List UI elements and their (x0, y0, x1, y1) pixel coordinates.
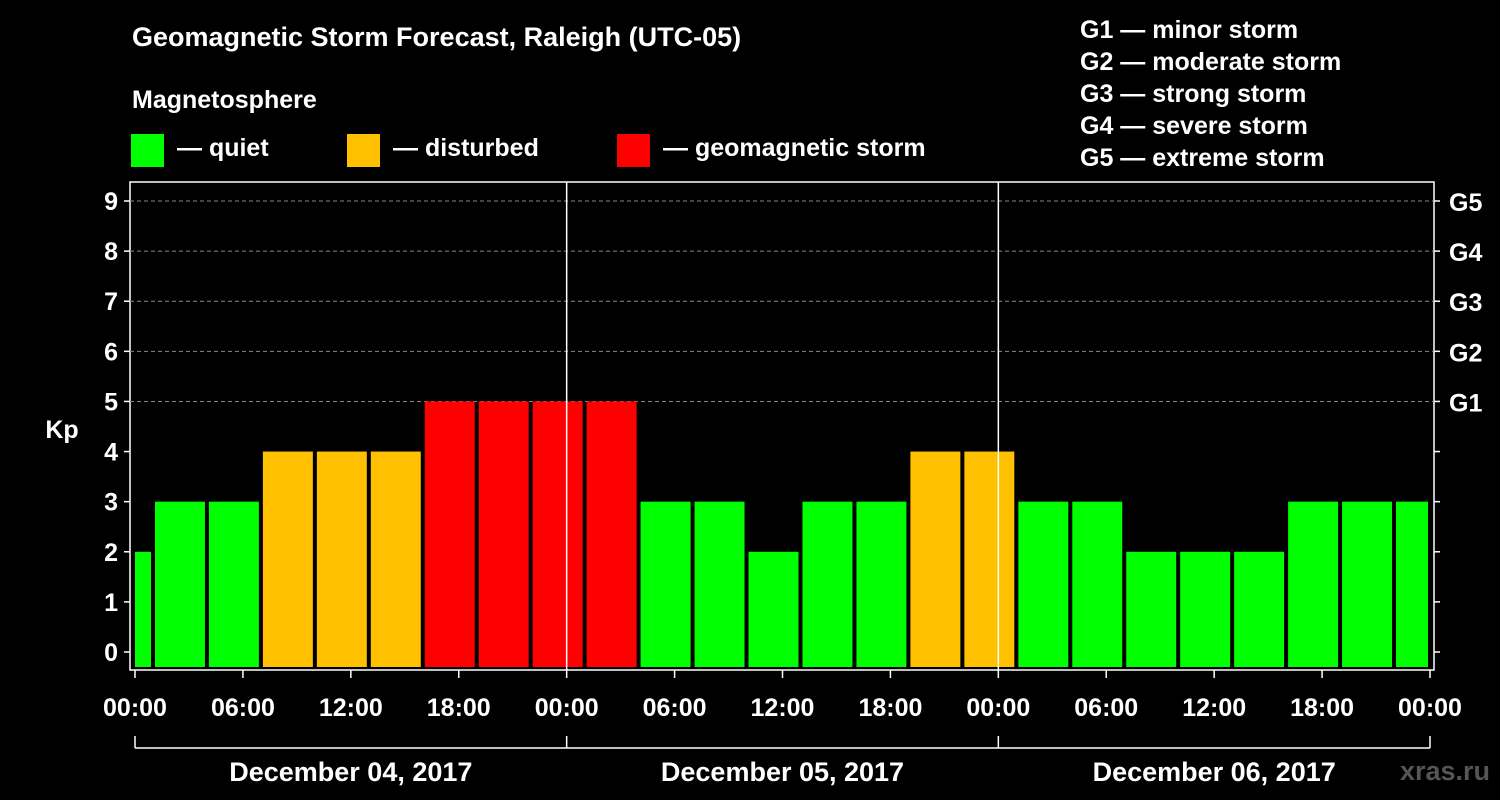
g-scale-label: G1 (1449, 389, 1482, 417)
y-tick-label: 7 (104, 288, 118, 316)
x-tick-label: 06:00 (643, 694, 707, 722)
date-label: December 05, 2017 (661, 757, 904, 787)
kp-bar (586, 401, 637, 667)
y-tick-label: 6 (104, 338, 118, 366)
x-tick-label: 00:00 (1398, 694, 1462, 722)
storm-scale-g3: G3 — strong storm (1080, 80, 1307, 108)
kp-bar (748, 551, 799, 667)
date-label: December 04, 2017 (229, 757, 472, 787)
chart-title: Geomagnetic Storm Forecast, Raleigh (UTC… (132, 22, 742, 52)
storm-scale-g2: G2 — moderate storm (1080, 48, 1342, 76)
kp-bar (640, 501, 691, 667)
credit-watermark: xras.ru (1399, 756, 1490, 786)
legend-swatch-quiet (131, 134, 164, 167)
y-tick-label: 8 (104, 238, 118, 266)
storm-scale-key: G1 — minor storm G2 — moderate storm G3 … (1080, 14, 1341, 174)
storm-scale-g1: G1 — minor storm (1080, 16, 1299, 44)
date-label: December 06, 2017 (1093, 757, 1336, 787)
x-tick-label: 00:00 (966, 694, 1030, 722)
legend-heading: Magnetosphere (132, 86, 317, 114)
y-tick-label: 1 (104, 589, 118, 617)
x-tick-label: 18:00 (858, 694, 922, 722)
kp-bar (1234, 551, 1285, 667)
kp-bar (1288, 501, 1339, 667)
x-tick-label: 12:00 (319, 694, 383, 722)
y-tick-label: 2 (104, 539, 118, 567)
x-tick-label: 12:00 (1182, 694, 1246, 722)
kp-bar (262, 451, 313, 667)
kp-bar (856, 501, 907, 667)
kp-bar (135, 551, 151, 667)
kp-bar (208, 501, 259, 667)
storm-scale-g5: G5 — extreme storm (1080, 144, 1325, 172)
y-tick-label: 0 (104, 639, 118, 667)
kp-bar (532, 401, 583, 667)
kp-bar (694, 501, 745, 667)
y-tick-label: 5 (104, 388, 118, 416)
x-tick-label: 06:00 (211, 694, 275, 722)
legend-label-quiet: — quiet (177, 134, 269, 162)
kp-bar (424, 401, 475, 667)
kp-bar (478, 401, 529, 667)
x-tick-label: 12:00 (751, 694, 815, 722)
kp-bar (1072, 501, 1123, 667)
y-tick-label: 4 (104, 439, 118, 467)
y-tick-label: 3 (104, 489, 118, 517)
legend-swatch-disturbed (347, 134, 380, 167)
g-scale-label: G2 (1449, 339, 1482, 367)
g-scale-label: G5 (1449, 189, 1482, 217)
x-tick-label: 00:00 (103, 694, 167, 722)
kp-bar (1018, 501, 1069, 667)
kp-bar (1126, 551, 1177, 667)
kp-bar (1180, 551, 1231, 667)
x-tick-label: 18:00 (427, 694, 491, 722)
x-tick-label: 06:00 (1074, 694, 1138, 722)
legend-label-storm: — geomagnetic storm (663, 134, 926, 162)
g-scale-label: G3 (1449, 289, 1482, 317)
kp-bar (1396, 501, 1428, 667)
kp-bar (370, 451, 421, 667)
kp-bar (964, 451, 1015, 667)
storm-scale-g4: G4 — severe storm (1080, 112, 1308, 140)
y-tick-label: 9 (104, 188, 118, 216)
legend-swatch-storm (617, 134, 650, 167)
x-tick-label: 18:00 (1290, 694, 1354, 722)
kp-bar (910, 451, 961, 667)
legend-label-disturbed: — disturbed (393, 134, 539, 162)
y-axis-label: Kp (45, 416, 78, 444)
kp-bar (316, 451, 367, 667)
kp-bar (154, 501, 205, 667)
kp-bar (1342, 501, 1393, 667)
x-tick-label: 00:00 (535, 694, 599, 722)
g-scale-label: G4 (1449, 239, 1482, 267)
kp-bar (802, 501, 853, 667)
